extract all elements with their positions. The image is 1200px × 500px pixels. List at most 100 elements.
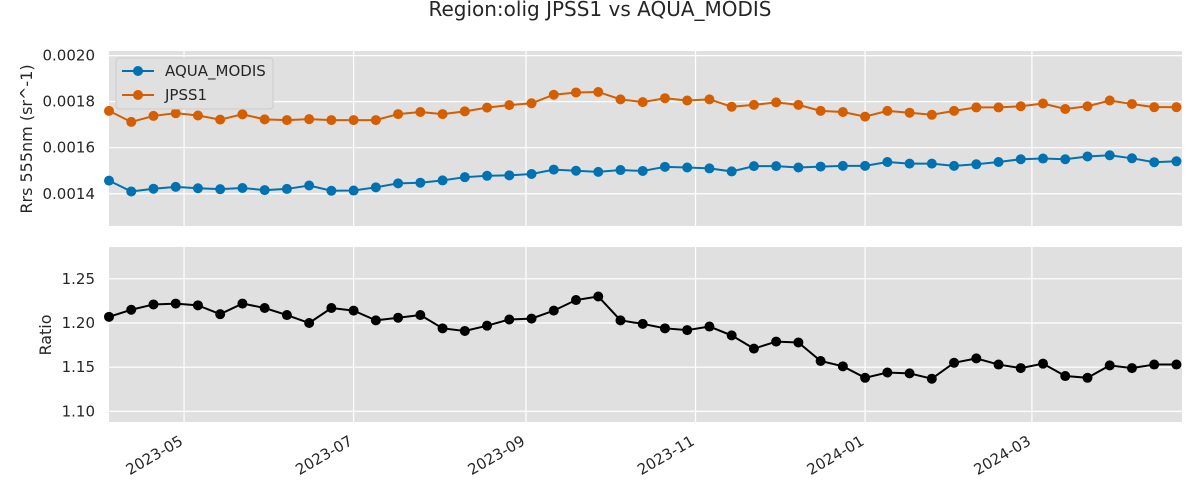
- aqua-modis-data-point: [148, 183, 159, 194]
- aqua-modis-data-point: [615, 165, 626, 176]
- jpss1-data-point: [482, 102, 493, 113]
- ratio-data-point: [949, 357, 960, 368]
- aqua-modis-data-point: [793, 162, 804, 173]
- aqua-modis-data-point: [1060, 154, 1071, 165]
- ratio-data-point: [192, 300, 203, 311]
- jpss1-data-point: [1149, 102, 1160, 113]
- aqua-modis-data-point: [771, 161, 782, 172]
- aqua-modis-data-point: [593, 166, 604, 177]
- jpss1-data-point: [459, 106, 470, 117]
- jpss1-data-point: [926, 109, 937, 120]
- jpss1-data-point: [704, 94, 715, 105]
- aqua-modis-data-point: [192, 183, 203, 194]
- legend-box: [115, 57, 274, 110]
- x-tick-label: 2024-03: [971, 432, 1034, 479]
- ratio-data-point: [215, 309, 226, 320]
- ratio-data-point: [793, 337, 804, 348]
- ratio-data-point: [104, 311, 114, 322]
- jpss1-data-point: [437, 109, 448, 120]
- jpss1-data-point: [771, 97, 782, 108]
- jpss1-data-point: [882, 105, 893, 116]
- jpss1-data-point: [726, 101, 737, 112]
- aqua-modis-data-point: [104, 175, 114, 186]
- aqua-modis-data-point: [926, 158, 937, 169]
- legend: AQUA_MODIS JPSS1: [115, 57, 274, 110]
- ratio-data-point: [370, 315, 381, 326]
- jpss1-data-point: [393, 109, 404, 120]
- jpss1-data-point: [682, 95, 693, 106]
- x-tick-label: 2023-11: [634, 432, 697, 479]
- jpss1-data-point: [1060, 104, 1071, 115]
- y-tick-label: 1.20: [62, 314, 95, 332]
- aqua-modis-data-point: [237, 183, 248, 194]
- aqua-modis-data-point: [1038, 153, 1049, 164]
- ratio-y-axis-label: Ratio: [36, 314, 55, 355]
- y-tick-label: 1.15: [62, 358, 95, 376]
- aqua-modis-data-point: [393, 178, 404, 189]
- aqua-modis-data-point: [281, 183, 292, 194]
- aqua-modis-data-point: [860, 160, 871, 171]
- aqua-modis-data-point: [682, 162, 693, 173]
- ratio-data-point: [904, 368, 915, 379]
- aqua-modis-data-point: [704, 163, 715, 174]
- jpss1-data-point: [326, 115, 337, 126]
- y-tick-label: 0.0018: [43, 93, 96, 111]
- jpss1-data-point: [126, 116, 137, 127]
- jpss1-data-point: [415, 107, 426, 118]
- aqua-modis-data-point: [1149, 157, 1160, 168]
- aqua-modis-data-point: [1015, 154, 1026, 165]
- ratio-data-point: [1038, 358, 1049, 369]
- ratio-data-point: [393, 312, 404, 323]
- aqua-modis-data-point: [170, 181, 181, 192]
- rrs-panel: 0.0014 0.0016 0.0018 0.0020 AQUA_MODIS JPSS1: [43, 47, 1182, 226]
- jpss1-data-point: [993, 102, 1004, 113]
- jpss1-data-point: [504, 100, 515, 111]
- ratio-data-point: [1126, 363, 1137, 374]
- aqua-modis-data-point: [971, 159, 982, 170]
- ratio-data-point: [1104, 360, 1115, 371]
- aqua-modis-data-point: [748, 161, 759, 172]
- ratio-data-point: [971, 353, 982, 364]
- jpss1-data-point: [1104, 95, 1115, 106]
- aqua-modis-data-point: [882, 156, 893, 167]
- aqua-modis-data-point: [370, 182, 381, 193]
- legend-label: JPSS1: [164, 86, 207, 104]
- ratio-data-point: [504, 314, 515, 325]
- ratio-data-point: [1015, 363, 1026, 374]
- ratio-data-point: [637, 318, 648, 329]
- aqua-modis-data-point: [659, 161, 670, 172]
- rrs-y-axis-label: Rrs 555nm (sr^-1): [17, 64, 36, 213]
- jpss1-data-point: [281, 115, 292, 126]
- jpss1-data-point: [571, 87, 582, 98]
- legend-marker: [133, 66, 143, 76]
- ratio-data-point: [415, 310, 426, 321]
- aqua-modis-data-point: [904, 158, 915, 169]
- jpss1-data-point: [526, 98, 537, 109]
- jpss1-data-point: [615, 94, 626, 105]
- aqua-modis-data-point: [1171, 156, 1182, 167]
- aqua-modis-data-point: [482, 170, 493, 181]
- ratio-data-point: [615, 315, 626, 326]
- ratio-data-point: [148, 299, 159, 310]
- aqua-modis-data-point: [459, 172, 470, 183]
- ratio-data-point: [259, 302, 270, 313]
- aqua-modis-data-point: [949, 160, 960, 171]
- ratio-panel: 1.10 1.15 1.20 1.25 2023-05 2023-07 2023-09 202…: [62, 247, 1182, 479]
- ratio-data-point: [437, 323, 448, 334]
- ratio-data-point: [682, 325, 693, 336]
- jpss1-data-point: [348, 115, 359, 126]
- jpss1-data-point: [949, 105, 960, 116]
- chart-title: Region:olig JPSS1 vs AQUA_MODIS: [428, 0, 771, 21]
- ratio-data-point: [126, 304, 137, 315]
- jpss1-data-point: [837, 107, 848, 118]
- ratio-data-point: [748, 343, 759, 354]
- aqua-modis-data-point: [415, 177, 426, 188]
- jpss1-data-point: [370, 115, 381, 126]
- jpss1-data-point: [860, 111, 871, 122]
- aqua-modis-data-point: [726, 166, 737, 177]
- jpss1-data-point: [593, 86, 604, 97]
- ratio-data-point: [1171, 359, 1182, 370]
- aqua-modis-data-point: [1126, 153, 1137, 164]
- jpss1-data-point: [1015, 101, 1026, 112]
